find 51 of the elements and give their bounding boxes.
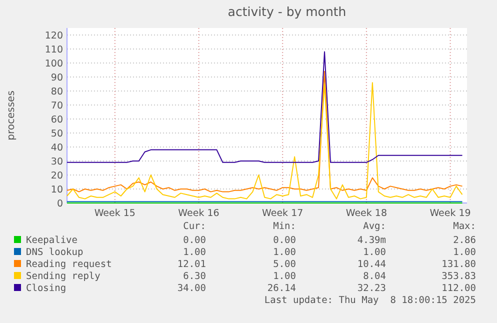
y-tick-label: 100	[44, 58, 63, 70]
text: 2.86	[453, 235, 476, 246]
line-series	[66, 51, 463, 163]
text: 12.01	[177, 259, 206, 270]
text: 1.00	[183, 247, 206, 258]
text: Last update: Thu May 8 18:00:15 2025	[264, 295, 476, 306]
text: 1.00	[363, 247, 386, 258]
y-tick-label: 50	[50, 128, 63, 140]
text: 26.14	[267, 283, 296, 294]
y-tick-label: 70	[50, 100, 63, 112]
text: 32.23	[357, 283, 386, 294]
x-tick-label: Week 18	[346, 208, 388, 219]
y-tick-label: 120	[44, 30, 63, 42]
text: 0.00	[183, 235, 206, 246]
text: 4.39m	[357, 235, 386, 246]
y-tick-label: 90	[50, 72, 63, 84]
legend-label: Keepalive	[26, 235, 78, 246]
text: 10.44	[357, 259, 386, 270]
legend-label: Closing	[26, 283, 66, 294]
y-tick-label: 110	[44, 44, 63, 56]
y-tick-label: 10	[50, 184, 63, 196]
text: Avg:	[363, 221, 386, 232]
text: 5.00	[273, 259, 296, 270]
y-tick-label: 30	[50, 156, 63, 168]
text: Cur:	[183, 221, 206, 232]
chart-title: activity - by month	[228, 4, 346, 19]
y-axis-title: processes	[6, 90, 17, 140]
x-tick-label: Week 15	[94, 208, 136, 219]
y-tick-label: 0	[56, 198, 63, 210]
x-tick-label: Week 16	[178, 208, 220, 219]
y-tick-label: 40	[50, 142, 63, 154]
text: Min:	[273, 221, 296, 232]
y-tick-label: 80	[50, 86, 63, 98]
text: 1.00	[273, 271, 296, 282]
text: 353.83	[442, 271, 476, 282]
text: 1.00	[273, 247, 296, 258]
y-tick-label: 20	[50, 170, 63, 182]
x-tick-label: Week 19	[430, 208, 471, 219]
x-tick-label: Week 17	[262, 208, 304, 219]
text: 8.04	[363, 271, 386, 282]
text: 6.30	[183, 271, 206, 282]
text: 112.00	[442, 283, 476, 294]
legend-label: Reading request	[26, 259, 112, 270]
legend-label: DNS lookup	[26, 247, 84, 258]
text: 131.80	[442, 259, 476, 270]
legend-label: Sending reply	[26, 271, 101, 282]
text: 34.00	[177, 283, 206, 294]
text: Max:	[453, 221, 476, 232]
text: 0.00	[273, 235, 296, 246]
text: 1.00	[453, 247, 476, 258]
y-tick-label: 60	[50, 114, 63, 126]
